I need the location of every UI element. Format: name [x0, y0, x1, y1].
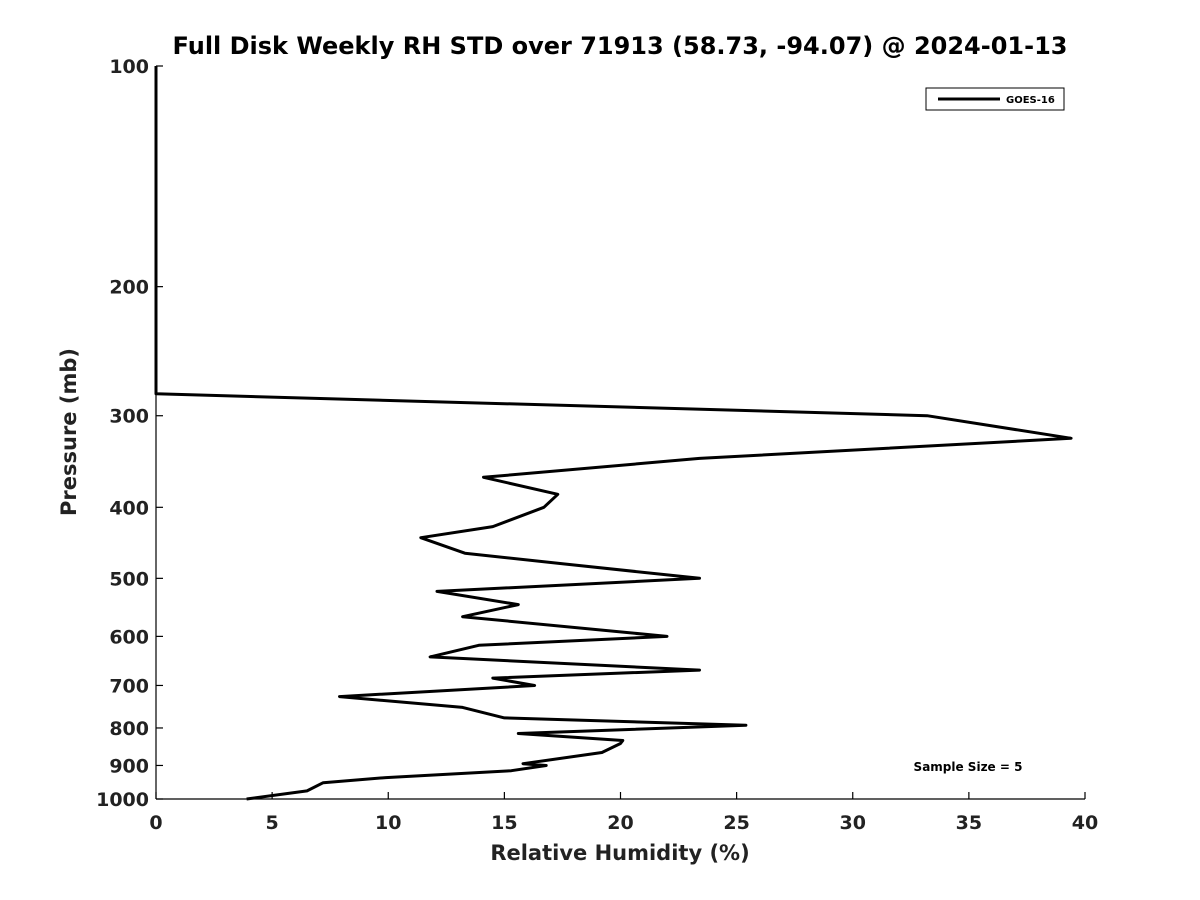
- y-tick-label-700: 700: [109, 675, 149, 697]
- x-ticks: 0 5 10 15 20 25 30 35 40: [149, 792, 1098, 834]
- x-tick-label-0: 0: [149, 812, 162, 834]
- x-tick-label-30: 30: [840, 812, 866, 834]
- x-tick-label-40: 40: [1072, 812, 1098, 834]
- sample-size-annotation: Sample Size = 5: [914, 760, 1023, 774]
- legend-label-goes-16: GOES-16: [1006, 95, 1055, 106]
- x-tick-label-15: 15: [491, 812, 517, 834]
- x-axis-label: Relative Humidity (%): [490, 841, 749, 865]
- y-tick-label-1000: 1000: [96, 789, 149, 811]
- y-tick-label-800: 800: [109, 718, 149, 740]
- y-tick-label-900: 900: [109, 755, 149, 777]
- plot-axes: [155, 66, 1085, 800]
- series-line-goes-16: [154, 66, 1073, 801]
- y-tick-label-200: 200: [109, 277, 149, 299]
- chart-title: Full Disk Weekly RH STD over 71913 (58.7…: [173, 32, 1068, 60]
- y-tick-label-100: 100: [109, 56, 149, 78]
- y-tick-label-400: 400: [109, 497, 149, 519]
- x-tick-label-10: 10: [375, 812, 401, 834]
- x-tick-label-35: 35: [956, 812, 982, 834]
- y-tick-label-600: 600: [109, 626, 149, 648]
- x-tick-label-25: 25: [723, 812, 749, 834]
- series-group: [154, 66, 1073, 801]
- y-ticks: 100 200 300 400 500 600 700 800 900 1000: [96, 56, 163, 811]
- y-tick-label-500: 500: [109, 568, 149, 590]
- x-tick-label-20: 20: [607, 812, 633, 834]
- y-tick-label-300: 300: [109, 406, 149, 428]
- y-axis-label: Pressure (mb): [57, 348, 81, 516]
- legend: GOES-16: [925, 87, 1065, 111]
- x-tick-label-5: 5: [266, 812, 279, 834]
